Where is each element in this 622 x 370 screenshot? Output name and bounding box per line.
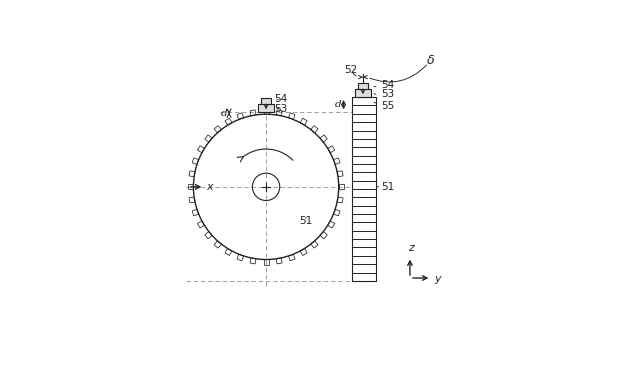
Text: 51: 51	[376, 182, 395, 192]
Text: 52: 52	[345, 65, 358, 76]
Text: z: z	[408, 243, 414, 253]
Text: 54: 54	[275, 94, 288, 104]
Text: 53: 53	[275, 104, 288, 114]
Text: 53: 53	[374, 89, 395, 99]
Text: x: x	[207, 182, 213, 192]
Text: 55: 55	[374, 101, 395, 111]
Text: d: d	[221, 109, 227, 118]
Bar	[261, 98, 271, 104]
Bar	[258, 104, 274, 112]
Text: d: d	[335, 100, 341, 109]
Bar	[355, 89, 371, 97]
Bar	[353, 97, 376, 281]
Text: 51: 51	[299, 216, 312, 226]
Bar	[358, 83, 368, 89]
Text: y: y	[435, 274, 442, 284]
Text: δ: δ	[427, 54, 435, 67]
Text: 54: 54	[374, 80, 395, 90]
